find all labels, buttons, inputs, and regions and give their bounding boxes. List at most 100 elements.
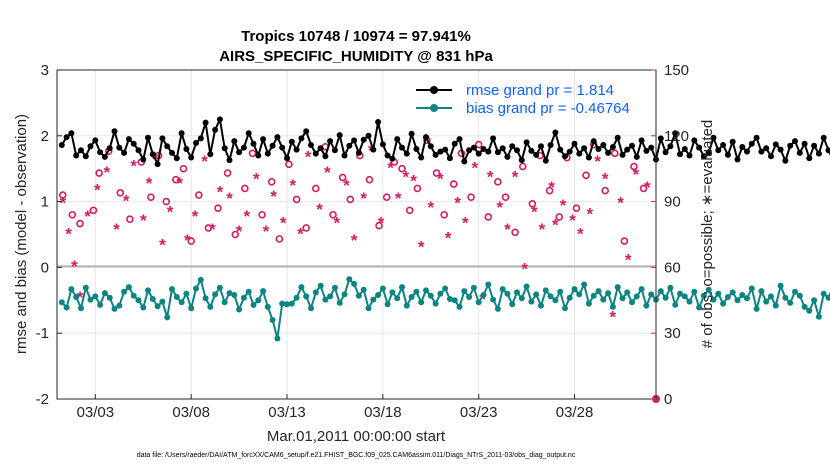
obs-evaluated-point: * [617,194,624,213]
point-bias [126,284,132,290]
point-rmse [615,135,621,141]
obs-evaluated-point: * [427,198,434,217]
point-rmse [217,116,223,122]
point-rmse [452,141,458,147]
point-rmse [663,149,669,155]
point-rmse [739,144,745,150]
point-rmse [428,143,434,149]
point-bias [658,288,664,294]
point-bias [64,305,70,311]
point-rmse [806,155,812,161]
obs-evaluated-point: * [184,231,191,250]
point-rmse [605,150,611,156]
obs-evaluated-point: * [521,259,528,278]
point-bias [423,287,429,293]
x-axis-label: Mar.01,2011 00:00:00 start [267,428,446,445]
point-bias [576,291,582,297]
point-bias [816,314,822,320]
point-rmse [83,153,89,159]
point-bias [567,295,573,301]
obs-evaluated-point: * [201,152,208,171]
obs-evaluated-point: * [343,176,350,195]
obs-evaluated-point: * [84,207,91,226]
point-bias [298,284,304,290]
point-rmse [572,141,578,147]
point-rmse [524,139,530,145]
point-rmse [548,142,554,148]
point-rmse [284,155,290,161]
obs-evaluated-point: * [548,178,555,197]
point-rmse [629,143,635,149]
point-bias [356,293,362,299]
point-rmse [188,155,194,161]
chart-title: Tropics 10748 / 10974 = 97.941% [241,28,471,45]
point-rmse [485,149,491,155]
point-bias [418,299,424,305]
point-bias [457,304,463,310]
legend-label-bias: bias grand pr = -0.46764 [466,100,630,117]
obs-evaluated-point: * [176,174,183,193]
point-rmse [792,138,798,144]
point-rmse [461,159,467,165]
point-rmse [203,120,209,126]
point-bias [327,293,333,299]
point-bias [159,299,165,305]
point-bias [715,291,721,297]
point-bias [337,300,343,306]
point-bias [385,301,391,307]
y-tick-label: 3 [41,62,49,79]
point-bias [231,292,237,298]
point-rmse [471,145,477,151]
point-bias [557,289,563,295]
point-rmse [255,153,261,159]
chart-subtitle: AIRS_SPECIFIC_HUMIDITY @ 831 hPa [219,48,493,65]
point-rmse [413,146,419,152]
point-rmse [600,142,606,148]
point-bias [413,289,419,295]
point-bias [811,297,817,303]
point-bias [83,285,89,291]
point-rmse [107,145,113,151]
point-rmse [294,147,300,153]
obs-evaluated-point: * [123,191,130,210]
point-rmse [442,147,448,153]
y-right-tick-label: 30 [664,325,681,342]
obs-evaluated-point: * [146,174,153,193]
point-bias [222,299,228,305]
point-bias [203,295,209,301]
point-bias [332,285,338,291]
point-bias [524,284,530,290]
obs-evaluated-point: * [437,169,444,188]
point-rmse [749,141,755,147]
point-bias [821,291,827,297]
point-rmse [634,154,640,160]
point-rmse [725,152,731,158]
point-bias [375,292,381,298]
point-bias [802,304,808,310]
point-bias [778,283,784,289]
point-bias [188,305,194,311]
point-bias [380,286,386,292]
point-bias [586,301,592,307]
legend-marker-bias [430,104,438,112]
point-bias [624,289,630,295]
point-bias [399,284,405,290]
obs-evaluated-point: * [104,163,111,182]
point-rmse [207,151,213,157]
point-rmse [265,151,271,157]
obs-evaluated-point: * [140,211,147,230]
point-bias [495,306,501,312]
point-bias [481,292,487,298]
point-bias [116,303,122,309]
obs-evaluated-point: * [569,211,576,230]
point-bias [600,297,606,303]
point-rmse [73,153,79,159]
point-bias [572,286,578,292]
point-bias [313,289,319,295]
point-bias [289,301,295,307]
point-rmse [557,147,563,153]
obs-evaluated-point: * [159,235,166,254]
point-rmse [500,145,506,151]
point-rmse [576,151,582,157]
point-rmse [78,147,84,153]
